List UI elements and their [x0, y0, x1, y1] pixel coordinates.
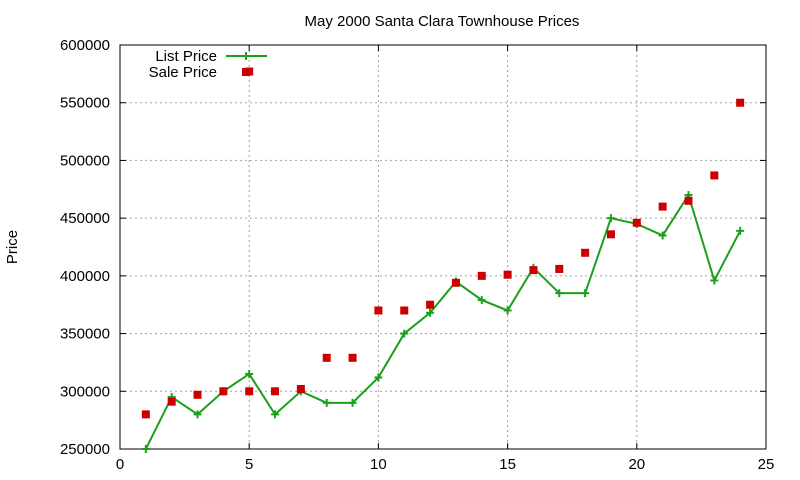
data-point-sale-price: [477, 271, 486, 280]
y-tick-label: 250000: [60, 441, 110, 458]
y-tick-label: 600000: [60, 37, 110, 54]
data-point-list-price: [736, 226, 745, 235]
data-point-sale-price: [374, 306, 383, 315]
data-point-sale-price: [400, 306, 409, 315]
data-point-sale-price: [296, 384, 305, 393]
data-point-list-price: [400, 329, 409, 338]
data-point-list-price: [322, 398, 331, 407]
x-tick-label: 0: [116, 456, 124, 473]
legend: List Price Sale Price: [149, 48, 267, 81]
data-point-sale-price: [219, 387, 228, 396]
data-point-sale-price: [710, 171, 719, 180]
data-point-list-price: [710, 276, 719, 285]
data-point-sale-price: [348, 353, 357, 362]
data-point-list-price: [245, 369, 254, 378]
legend-swatch-sale-price: [242, 68, 250, 76]
data-point-list-price: [374, 373, 383, 382]
data-point-list-price: [348, 398, 357, 407]
data-point-sale-price: [581, 248, 590, 257]
data-point-list-price: [658, 231, 667, 240]
x-tick-label: 15: [499, 456, 516, 473]
y-tick-label: 350000: [60, 326, 110, 343]
axis-ticks: 0 5 10 15 20 25 250000 300000 350000 400000 450000…: [60, 37, 774, 473]
data-point-sale-price: [426, 300, 435, 309]
data-point-list-price: [141, 445, 150, 453]
y-axis-label: Price: [4, 230, 21, 264]
data-point-sale-price: [451, 278, 460, 287]
data-point-sale-price: [632, 218, 641, 227]
data-point-sale-price: [271, 387, 280, 396]
y-tick-label: 400000: [60, 268, 110, 285]
data-point-list-price: [503, 306, 512, 315]
data-point-sale-price: [555, 264, 564, 273]
data-point-list-price: [426, 308, 435, 317]
data-point-list-price: [193, 410, 202, 419]
y-tick-label: 500000: [60, 152, 110, 169]
x-tick-label: 25: [758, 456, 775, 473]
data-point-list-price: [606, 214, 615, 223]
x-tick-label: 10: [370, 456, 387, 473]
data-point-sale-price: [529, 266, 538, 275]
y-tick-label: 300000: [60, 383, 110, 400]
data-point-sale-price: [322, 353, 331, 362]
data-point-sale-price: [193, 390, 202, 399]
data-point-sale-price: [245, 387, 254, 396]
data-point-list-price: [555, 289, 564, 298]
y-tick-label: 550000: [60, 95, 110, 112]
series-layer: [141, 67, 745, 453]
grid-lines: [120, 45, 766, 449]
series-line-list-price: [144, 192, 742, 450]
x-tick-label: 5: [245, 456, 253, 473]
data-point-list-price: [581, 289, 590, 298]
data-point-sale-price: [141, 410, 150, 419]
legend-label-sale-price: Sale Price: [149, 64, 217, 81]
data-point-sale-price: [684, 196, 693, 205]
data-point-sale-price: [658, 202, 667, 211]
x-tick-label: 20: [628, 456, 645, 473]
chart-title: May 2000 Santa Clara Townhouse Prices: [305, 13, 580, 30]
data-point-list-price: [477, 296, 486, 305]
data-point-sale-price: [606, 230, 615, 239]
y-tick-label: 450000: [60, 210, 110, 227]
data-point-sale-price: [167, 397, 176, 406]
legend-label-list-price: List Price: [155, 48, 217, 65]
data-point-sale-price: [736, 98, 745, 107]
plot-frame: [119, 44, 767, 450]
data-point-sale-price: [503, 270, 512, 279]
data-point-list-price: [271, 410, 280, 419]
legend-swatch-list-price-marker: [242, 52, 250, 60]
